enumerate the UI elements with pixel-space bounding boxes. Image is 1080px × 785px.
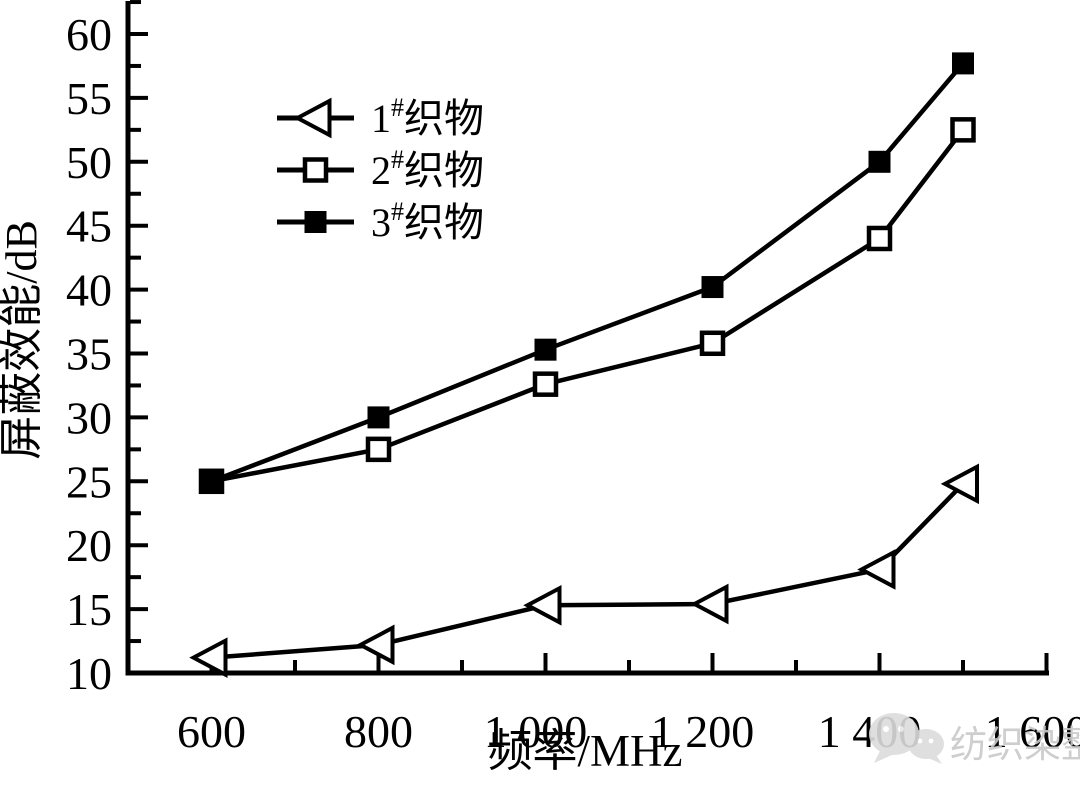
- x-tick-label: 600: [177, 706, 246, 757]
- marker-filled-square: [701, 276, 724, 299]
- axes: 10 15 20 25 30 35 40 45 50 55 60 600 800 1 000 1 200 1 …: [66, 0, 1080, 757]
- marker-open-left-triangle: [857, 549, 896, 590]
- x-tick-label: 800: [344, 706, 413, 757]
- marker-open-square: [532, 371, 559, 397]
- wechat-bubble-small-tail: [928, 755, 942, 764]
- marker-filled-square: [367, 406, 390, 429]
- y-tick-label: 20: [66, 520, 112, 571]
- x-tick-label: 1 200: [651, 706, 755, 757]
- wechat-icon: [869, 713, 944, 764]
- marker-filled-square: [304, 211, 327, 233]
- marker-open-left-triangle: [523, 584, 562, 626]
- legend-label: 3#织物: [371, 197, 484, 245]
- y-axis-title: 屏蔽效能/dB: [0, 220, 46, 460]
- y-tick-label: 55: [66, 73, 112, 124]
- marker-open-left-triangle: [690, 583, 729, 625]
- marker-open-left-triangle: [189, 637, 228, 678]
- marker-filled-square: [534, 338, 557, 361]
- wechat-eye: [883, 726, 889, 732]
- series-1: [189, 463, 979, 678]
- marker-open-square: [302, 157, 329, 183]
- y-tick-label: 45: [66, 201, 112, 252]
- marker-open-square: [365, 436, 392, 463]
- y-tick-label: 15: [66, 584, 112, 635]
- x-axis-title: 频率/MHz: [488, 726, 683, 776]
- wechat-eye: [898, 726, 904, 732]
- series-line: [210, 61, 965, 484]
- marker-open-left-triangle: [940, 463, 979, 505]
- marker-open-square: [866, 225, 893, 252]
- y-tick-label: 35: [66, 329, 112, 380]
- legend-item: 3#织物: [277, 197, 484, 245]
- wechat-eye: [917, 738, 923, 744]
- marker-filled-square: [868, 150, 891, 173]
- y-tick-label: 50: [66, 137, 112, 188]
- y-tick-label: 30: [66, 392, 112, 443]
- legend-item: 2#织物: [277, 145, 484, 193]
- legend-label: 2#织物: [371, 145, 484, 193]
- watermark: 纺织染整: [869, 713, 1080, 766]
- marker-open-left-triangle: [356, 624, 395, 666]
- y-tick-label: 60: [66, 9, 112, 60]
- marker-filled-square: [200, 470, 223, 493]
- wechat-eye: [928, 738, 934, 744]
- wechat-bubble-large: [869, 713, 919, 755]
- x-tick-label: 1 600: [985, 706, 1080, 757]
- legend: 1#织物2#织物3#织物: [277, 93, 484, 245]
- marker-open-left-triangle: [293, 97, 332, 139]
- series-3: [200, 52, 974, 493]
- y-tick-label: 25: [66, 456, 112, 507]
- wechat-bubble-large-tail: [874, 751, 892, 763]
- legend-label: 1#织物: [371, 93, 484, 141]
- y-tick-label: 10: [66, 648, 112, 699]
- series-line: [211, 482, 965, 660]
- y-tick-label: 40: [66, 265, 112, 316]
- series-line: [211, 128, 965, 484]
- legend-item: 1#织物: [277, 93, 484, 141]
- x-tick-label: 1 000: [484, 706, 588, 757]
- watermark-text: 纺织染整: [950, 724, 1080, 766]
- marker-filled-square: [952, 52, 974, 75]
- wechat-bubble-small: [908, 729, 944, 759]
- marker-open-square: [699, 330, 726, 357]
- marker-open-square: [950, 117, 976, 143]
